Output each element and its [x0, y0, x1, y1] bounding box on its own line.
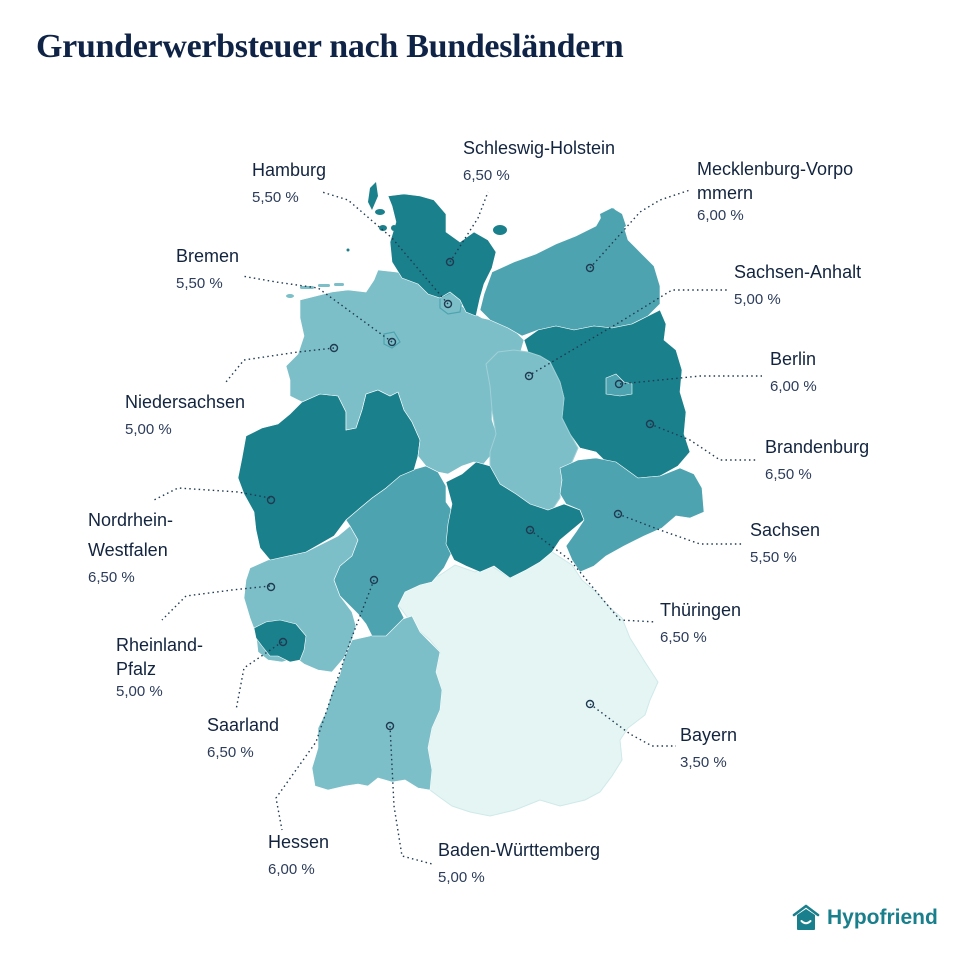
- state-name: Sachsen: [750, 520, 821, 540]
- marker-bayern: [585, 699, 595, 709]
- state-name: Bayern: [680, 725, 738, 745]
- coastal-islands: [368, 182, 507, 235]
- state-rate: 5,50 %: [176, 275, 223, 292]
- label-hessen: Hessen 6,00 %: [268, 830, 329, 881]
- state-name-line2: mmern: [697, 183, 754, 203]
- brand-name: Hypofriend: [827, 906, 938, 929]
- state-name: Bremen: [176, 246, 240, 266]
- state-rate: 6,00 %: [697, 207, 744, 224]
- marker-sachsen-anhalt: [524, 371, 534, 381]
- state-name-line1: Mecklenburg-Vorpo: [697, 159, 854, 179]
- state-rate: 6,50 %: [88, 569, 135, 586]
- state-rate: 5,00 %: [734, 291, 781, 308]
- ruegen-islands: [600, 208, 626, 232]
- marker-hessen: [369, 575, 379, 585]
- state-rate: 5,00 %: [116, 683, 163, 700]
- state-name-line1: Nordrhein-: [88, 510, 174, 530]
- state-name-line2: Pfalz: [116, 659, 157, 679]
- state-name: Baden-Württemberg: [438, 840, 601, 860]
- state-rate: 3,50 %: [680, 754, 727, 771]
- label-nordrhein-westfalen: Nordrhein- Westfalen 6,50 %: [88, 508, 173, 589]
- state-name: Hamburg: [252, 160, 327, 180]
- marker-baden-wuerttemberg: [385, 721, 395, 731]
- state-rate: 5,00 %: [125, 421, 172, 438]
- marker-mecklenburg-vorpommern: [585, 263, 595, 273]
- marker-niedersachsen: [329, 343, 339, 353]
- house-smile-icon: [792, 904, 820, 930]
- label-saarland: Saarland 6,50 %: [207, 713, 279, 764]
- marker-sachsen: [613, 509, 623, 519]
- state-bremen[interactable]: [383, 331, 401, 349]
- state-rate: 6,00 %: [770, 378, 817, 395]
- state-name: Niedersachsen: [125, 392, 246, 412]
- state-name-line1: Rheinland-: [116, 635, 204, 655]
- label-bremen: Bremen 5,50 %: [176, 244, 239, 295]
- marker-thueringen: [525, 525, 535, 535]
- state-rate: 6,50 %: [463, 167, 510, 184]
- label-berlin: Berlin 6,00 %: [770, 347, 817, 398]
- marker-berlin: [614, 379, 624, 389]
- marker-schleswig-holstein: [445, 257, 455, 267]
- label-schleswig-holstein: Schleswig-Holstein 6,50 %: [463, 136, 615, 187]
- state-name: Hessen: [268, 832, 330, 852]
- state-name: Berlin: [770, 349, 817, 369]
- state-rate: 6,50 %: [765, 466, 812, 483]
- marker-nordrhein-westfalen: [266, 495, 276, 505]
- state-schleswig-holstein[interactable]: [387, 193, 497, 317]
- label-bayern: Bayern 3,50 %: [680, 723, 737, 774]
- state-name-line2: Westfalen: [88, 540, 168, 560]
- page-title: Grunderwerbsteuer nach Bundesländern: [36, 28, 624, 65]
- state-markers: [266, 257, 655, 731]
- marker-hamburg: [443, 299, 453, 309]
- label-sachsen-anhalt: Sachsen-Anhalt 5,00 %: [734, 260, 861, 311]
- state-mecklenburg-vorpommern[interactable]: [479, 207, 661, 337]
- label-mecklenburg-vorpommern: Mecklenburg-Vorpo mmern 6,00 %: [697, 157, 853, 227]
- state-name: Thüringen: [660, 600, 742, 620]
- brand-logo[interactable]: Hypofriend: [792, 904, 938, 932]
- state-sachsen[interactable]: [559, 457, 705, 573]
- state-name: Schleswig-Holstein: [463, 138, 616, 158]
- marker-saarland: [278, 637, 288, 647]
- label-brandenburg: Brandenburg 6,50 %: [765, 435, 869, 486]
- label-niedersachsen: Niedersachsen 5,00 %: [125, 390, 245, 441]
- state-rate: 6,50 %: [660, 629, 707, 646]
- state-rate: 5,50 %: [252, 189, 299, 206]
- state-name: Brandenburg: [765, 437, 870, 457]
- state-berlin[interactable]: [605, 373, 633, 397]
- state-rate: 5,00 %: [438, 869, 485, 886]
- label-thueringen: Thüringen 6,50 %: [660, 598, 741, 649]
- state-rate: 6,00 %: [268, 861, 315, 878]
- state-name: Saarland: [207, 715, 280, 735]
- state-thueringen[interactable]: [445, 461, 585, 579]
- leader-lines: [153, 189, 762, 865]
- marker-rheinland-pfalz: [266, 582, 276, 592]
- label-sachsen: Sachsen 5,50 %: [750, 518, 820, 569]
- state-name: Sachsen-Anhalt: [734, 262, 862, 282]
- marker-brandenburg: [645, 419, 655, 429]
- marker-bremen: [387, 337, 397, 347]
- state-rate: 6,50 %: [207, 744, 254, 761]
- label-rheinland-pfalz: Rheinland- Pfalz 5,00 %: [116, 633, 203, 703]
- state-rate: 5,50 %: [750, 549, 797, 566]
- east-frisian-islands: [286, 283, 344, 298]
- label-hamburg: Hamburg 5,50 %: [252, 158, 326, 209]
- label-baden-wuerttemberg: Baden-Württemberg 5,00 %: [438, 838, 600, 889]
